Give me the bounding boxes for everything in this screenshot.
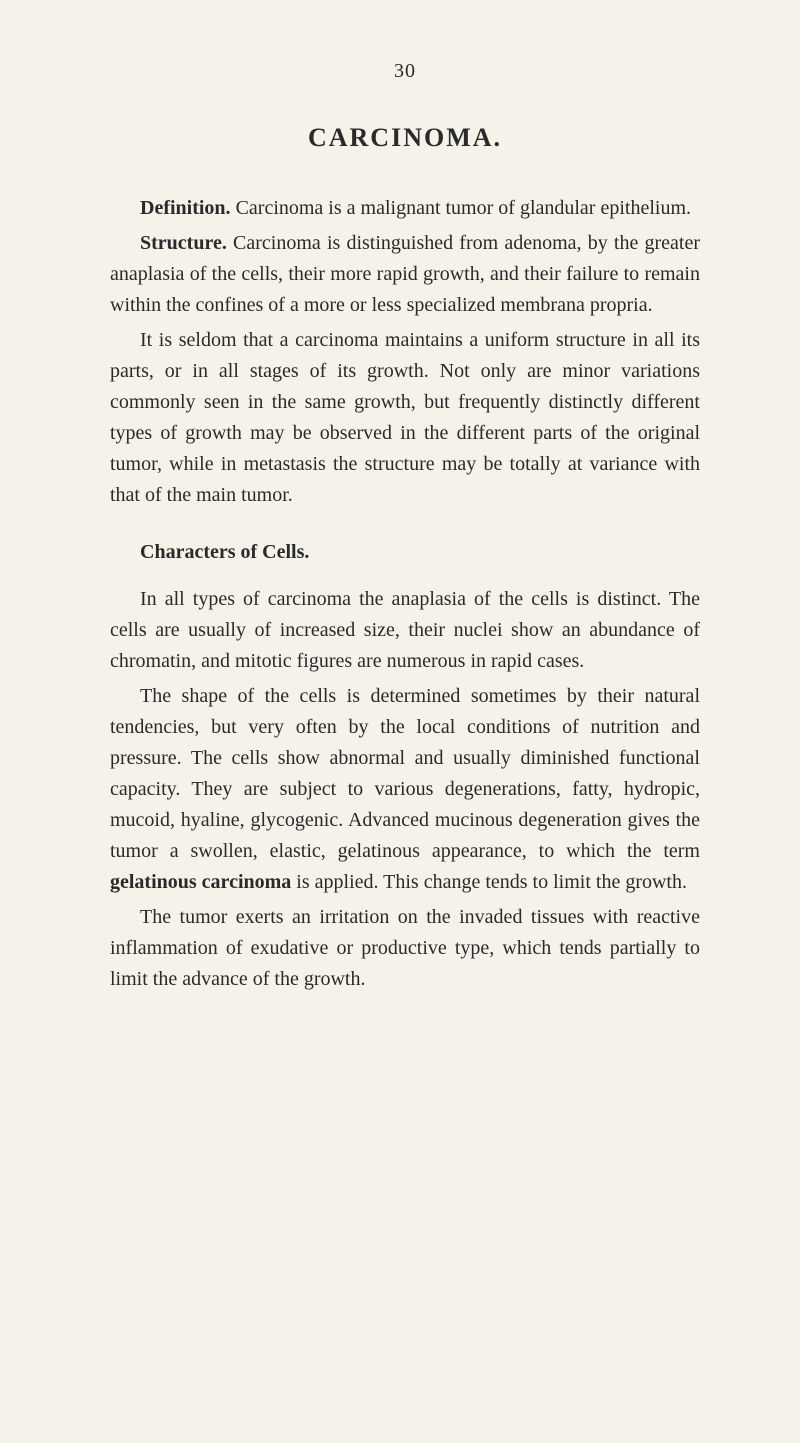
- paragraph-5-part2: is applied. This change tends to limit t…: [291, 871, 687, 893]
- body-paragraph-5: The shape of the cells is determined som…: [110, 681, 700, 898]
- body-paragraph-6: The tumor exerts an irritation on the in…: [110, 902, 700, 995]
- section-heading-characters: Characters of Cells.: [110, 541, 700, 564]
- definition-paragraph: Definition. Carcinoma is a malignant tum…: [110, 193, 700, 224]
- document-title: CARCINOMA.: [110, 123, 700, 153]
- definition-text: Carcinoma is a malignant tumor of glandu…: [236, 197, 691, 219]
- body-paragraph-3: It is seldom that a carcinoma maintains …: [110, 325, 700, 511]
- paragraph-5-part1: The shape of the cells is determined som…: [110, 685, 700, 862]
- structure-label: Structure.: [140, 232, 227, 254]
- gelatinous-carcinoma-term: gelatinous carcinoma: [110, 871, 291, 893]
- page-number: 30: [110, 60, 700, 83]
- body-paragraph-4: In all types of carcinoma the anaplasia …: [110, 584, 700, 677]
- definition-label: Definition.: [140, 197, 231, 219]
- structure-paragraph: Structure. Carcinoma is distinguished fr…: [110, 228, 700, 321]
